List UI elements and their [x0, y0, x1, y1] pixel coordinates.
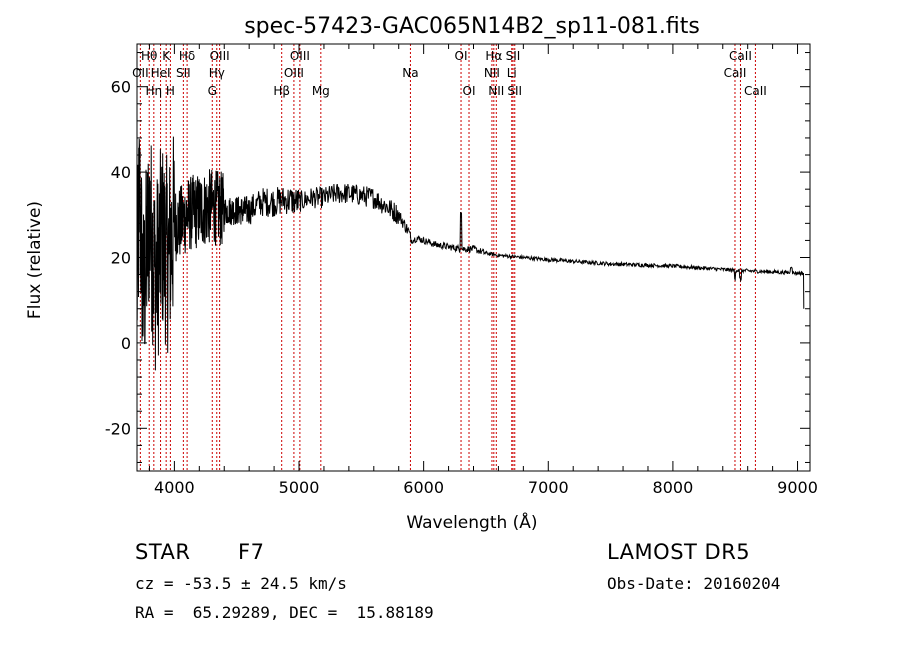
spectral-line-label: G: [208, 84, 217, 98]
y-axis-label: Flux (relative): [25, 201, 45, 319]
chart-title: spec-57423-GAC065N14B2_sp11-081.fits: [244, 14, 700, 39]
x-tick-label: 4000: [154, 478, 195, 497]
spectral-line-label: Li: [507, 66, 517, 80]
spectral-line-label: Hγ: [209, 66, 225, 80]
x-tick-label: 6000: [403, 478, 444, 497]
coordinates-info: RA = 65.29289, DEC = 15.88189: [135, 603, 434, 622]
y-tick-label: 40: [111, 163, 131, 182]
y-tick-label: 0: [121, 334, 131, 353]
spectral-line-label: OIII: [284, 66, 304, 80]
survey-label: LAMOST DR5: [607, 540, 751, 564]
spectral-line-label: SII: [507, 84, 522, 98]
spectral-line-markers: [139, 44, 756, 471]
obs-date-info: Obs-Date: 20160204: [607, 574, 781, 593]
spectral-line-label: Hη: [146, 84, 163, 98]
spectral-line-label: OIII: [290, 49, 310, 63]
spectral-line-label: OI: [455, 49, 468, 63]
subclass-label: F7: [238, 540, 265, 564]
spectral-line-label: SII: [176, 66, 191, 80]
spectral-line-label: NII: [484, 66, 500, 80]
spectral-line-label: OIII: [210, 49, 230, 63]
x-tick-label: 9000: [777, 478, 818, 497]
x-axis-label: Wavelength (Å): [406, 511, 537, 533]
plot-frame: [136, 43, 811, 472]
spectral-line-label: Mg: [312, 84, 330, 98]
spectral-line-label: HeI: [151, 66, 171, 80]
spectral-line-label: Hα: [485, 49, 502, 63]
y-axis-ticks: -20 0 20 40 60: [105, 52, 810, 463]
y-tick-label: 60: [111, 78, 131, 97]
y-tick-label: -20: [105, 419, 131, 438]
spectral-line-label: SII: [506, 49, 521, 63]
spectral-line-label: Hθ: [141, 49, 157, 63]
x-tick-label: 8000: [653, 478, 694, 497]
spectral-line-label: CaII: [724, 66, 747, 80]
spectral-line-label: OI: [463, 84, 476, 98]
spectral-line-label: Hδ: [179, 49, 195, 63]
spectral-line-label: OII: [132, 66, 149, 80]
spectral-line-label: CaII: [729, 49, 752, 63]
x-tick-label: 7000: [528, 478, 569, 497]
spectral-line-label: Na: [402, 66, 418, 80]
class-label: STAR: [135, 540, 191, 564]
spectral-line-label: H: [166, 84, 175, 98]
redshift-info: cz = -53.5 ± 24.5 km/s: [135, 574, 347, 593]
spectral-line-label: CaII: [744, 84, 767, 98]
spectral-line-labels: OIIHθHηHeIKHSIIHδGHγOIIIHβOIIIOIIIMgNaOI…: [132, 49, 767, 98]
x-axis-ticks: 4000 5000 6000 7000 8000 9000: [148, 44, 818, 497]
spectral-line-label: Hβ: [273, 84, 290, 98]
x-tick-label: 5000: [279, 478, 320, 497]
spectrum-line: [136, 136, 805, 371]
spectral-line-label: K: [162, 49, 171, 63]
y-tick-label: 20: [111, 249, 131, 268]
spectral-line-label: NII: [488, 84, 504, 98]
